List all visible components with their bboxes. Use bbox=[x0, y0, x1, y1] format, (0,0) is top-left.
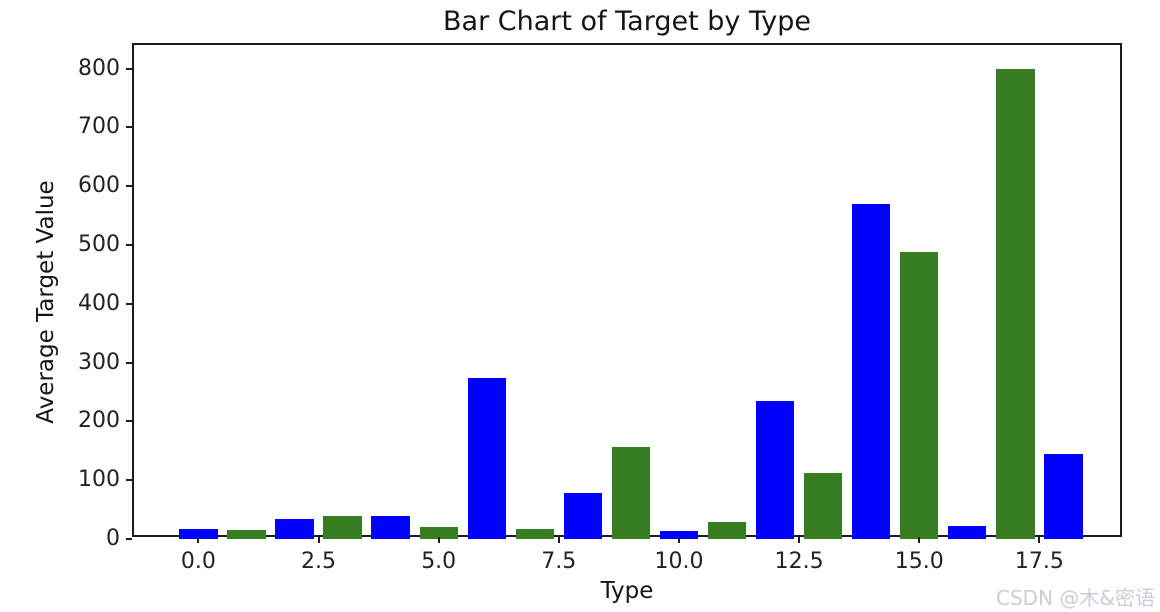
x-tick bbox=[918, 537, 921, 543]
x-tick-label: 2.5 bbox=[301, 549, 336, 574]
x-tick-label: 10.0 bbox=[654, 549, 704, 574]
x-axis-label: Type bbox=[600, 578, 654, 604]
y-tick-label: 600 bbox=[78, 173, 120, 199]
y-tick-label: 300 bbox=[78, 349, 120, 375]
bar-x0 bbox=[179, 529, 218, 539]
y-tick-label: 800 bbox=[78, 55, 120, 81]
bar-x14 bbox=[852, 203, 891, 539]
y-tick-label: 700 bbox=[78, 114, 120, 140]
y-tick bbox=[126, 67, 132, 70]
bar-x18 bbox=[1044, 453, 1083, 539]
x-tick bbox=[798, 537, 801, 543]
bar-x6 bbox=[467, 377, 506, 539]
y-tick bbox=[126, 538, 132, 540]
bar-x12 bbox=[755, 400, 795, 539]
x-tick-label: 15.0 bbox=[894, 549, 944, 574]
x-tick-label: 17.5 bbox=[1014, 549, 1064, 574]
y-tick bbox=[126, 479, 132, 482]
bar-x15 bbox=[900, 252, 939, 539]
y-tick-label: 100 bbox=[78, 467, 120, 493]
bar-x10 bbox=[659, 531, 699, 539]
bar-x4 bbox=[371, 516, 410, 539]
bar-x2 bbox=[275, 519, 314, 539]
bar-x8 bbox=[563, 493, 602, 539]
y-tick bbox=[126, 302, 132, 305]
y-tick bbox=[126, 244, 132, 246]
y-tick-label: 200 bbox=[78, 408, 120, 434]
y-tick bbox=[126, 420, 132, 423]
y-tick bbox=[126, 185, 132, 188]
bar-x11 bbox=[707, 521, 747, 539]
y-tick-label: 400 bbox=[78, 290, 120, 316]
x-tick bbox=[437, 537, 440, 543]
y-tick-label: 0 bbox=[106, 526, 120, 551]
x-tick-label: 5.0 bbox=[421, 549, 457, 574]
bar-x5 bbox=[419, 527, 458, 539]
x-tick bbox=[197, 537, 200, 543]
plot-area: 0.0 2.5 5.0 7.5 10.0 12.5 15.0 17.5 0 100 200 300 40… bbox=[78, 43, 1122, 574]
bar-x16 bbox=[948, 525, 987, 539]
y-axis-label: Average Target Value bbox=[33, 180, 59, 424]
y-tick bbox=[126, 126, 132, 129]
watermark: CSDN @木&密语 bbox=[996, 586, 1155, 610]
x-tick-label: 12.5 bbox=[774, 549, 824, 574]
bar-x7 bbox=[515, 529, 554, 539]
bar-x1 bbox=[227, 529, 266, 539]
chart-title: Bar Chart of Target by Type bbox=[443, 6, 811, 37]
x-tick bbox=[557, 537, 560, 543]
x-tick bbox=[678, 537, 680, 543]
bar-x17 bbox=[996, 68, 1035, 539]
bar-x3 bbox=[323, 516, 362, 539]
x-tick bbox=[317, 537, 320, 543]
x-tick-label: 7.5 bbox=[541, 549, 577, 574]
bar-x9 bbox=[611, 446, 651, 539]
y-tick-label: 500 bbox=[78, 232, 120, 257]
y-tick bbox=[126, 361, 132, 364]
x-tick bbox=[1038, 537, 1041, 543]
bar-x13 bbox=[803, 473, 843, 539]
x-tick-label: 0.0 bbox=[180, 549, 216, 574]
